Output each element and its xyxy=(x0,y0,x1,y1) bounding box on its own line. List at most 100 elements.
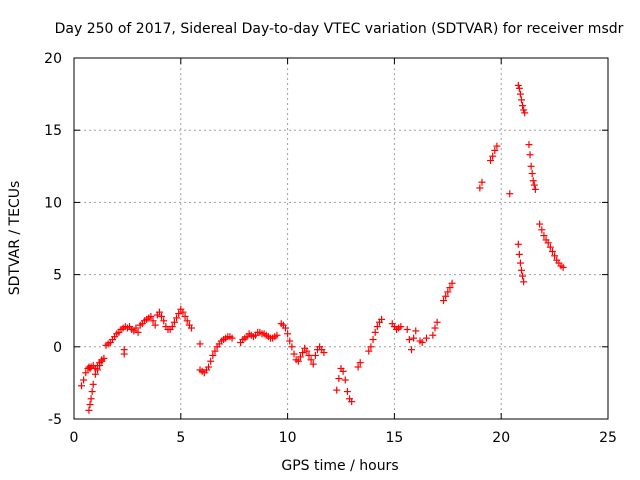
y-tick-label: 0 xyxy=(53,340,62,356)
data-point xyxy=(335,375,343,383)
data-point xyxy=(491,146,499,154)
y-axis-label: SDTVAR / TECUs xyxy=(7,181,23,296)
data-point xyxy=(422,334,430,342)
data-point xyxy=(371,328,379,336)
data-point xyxy=(196,340,204,348)
data-point xyxy=(120,350,128,358)
x-tick-label: 5 xyxy=(176,430,185,446)
data-point xyxy=(373,323,381,331)
data-point xyxy=(80,376,88,384)
data-point xyxy=(209,351,217,359)
data-point xyxy=(281,324,289,332)
y-tick-label: 20 xyxy=(44,51,62,67)
data-point xyxy=(305,351,313,359)
x-tick-label: 20 xyxy=(492,430,510,446)
grid xyxy=(74,58,608,419)
y-tick-label: 10 xyxy=(44,195,62,211)
data-point xyxy=(86,401,94,409)
data-point xyxy=(412,327,420,335)
data-point xyxy=(87,395,95,403)
data-point xyxy=(356,359,364,367)
data-point xyxy=(158,312,166,320)
data-point xyxy=(528,170,536,178)
chart-title: Day 250 of 2017, Sidereal Day-to-day VTE… xyxy=(55,21,624,37)
data-point xyxy=(531,185,539,193)
data-point xyxy=(444,288,452,296)
data-point xyxy=(77,382,85,390)
data-point xyxy=(515,250,523,258)
y-tick-label: -5 xyxy=(48,412,62,428)
data-point xyxy=(527,162,535,170)
data-point xyxy=(348,398,356,406)
data-point xyxy=(183,317,191,325)
data-point xyxy=(540,232,548,240)
data-point xyxy=(407,346,415,354)
data-point xyxy=(493,142,501,150)
data-point xyxy=(207,357,215,365)
data-point xyxy=(367,343,375,351)
axis-ticks: 0 5 10 15 20 25 -5 0 5 10 15 20 xyxy=(44,51,617,446)
data-point xyxy=(85,406,93,414)
data-point xyxy=(173,314,181,322)
y-tick-label: 15 xyxy=(44,123,62,139)
data-point xyxy=(529,177,537,185)
data-point xyxy=(536,220,544,228)
data-point xyxy=(405,336,413,344)
data-point xyxy=(170,318,178,326)
x-tick-label: 0 xyxy=(70,430,79,446)
data-point xyxy=(440,297,448,305)
data-point xyxy=(448,279,456,287)
data-point xyxy=(506,190,514,198)
data-point xyxy=(519,272,527,280)
data-point xyxy=(546,243,554,251)
data-point xyxy=(299,349,307,357)
data-point xyxy=(519,102,527,110)
data-point xyxy=(82,369,90,377)
data-point xyxy=(187,324,195,332)
data-point xyxy=(354,363,362,371)
data-point xyxy=(517,96,525,104)
data-point xyxy=(410,334,418,342)
data-point xyxy=(521,109,529,117)
data-point xyxy=(403,325,411,333)
data-point xyxy=(160,317,168,325)
data-point xyxy=(516,259,524,267)
data-point xyxy=(341,376,349,384)
data-point xyxy=(132,324,140,332)
data-point xyxy=(273,331,281,339)
data-point xyxy=(418,338,426,346)
data-point xyxy=(514,240,522,248)
data-point xyxy=(284,330,292,338)
data-point xyxy=(211,347,219,355)
x-tick-label: 10 xyxy=(279,430,297,446)
data-point xyxy=(288,343,296,351)
data-points xyxy=(77,81,567,414)
data-point xyxy=(433,318,441,326)
data-point xyxy=(517,266,525,274)
y-tick-label: 5 xyxy=(53,268,62,284)
data-point xyxy=(181,312,189,320)
data-point xyxy=(307,356,315,364)
data-point xyxy=(544,239,552,247)
data-point xyxy=(296,353,304,361)
data-point xyxy=(339,367,347,375)
data-point xyxy=(548,247,556,255)
data-point xyxy=(429,331,437,339)
data-point xyxy=(487,157,495,165)
data-point xyxy=(309,360,317,368)
data-point xyxy=(478,178,486,186)
data-point xyxy=(515,84,523,92)
data-point xyxy=(525,141,533,149)
data-point xyxy=(149,317,157,325)
data-point xyxy=(369,336,377,344)
data-point xyxy=(526,151,534,159)
data-point xyxy=(228,334,236,342)
data-point xyxy=(89,380,97,388)
data-point xyxy=(294,357,302,365)
data-point xyxy=(489,152,497,160)
x-axis-label: GPS time / hours xyxy=(281,458,398,474)
data-point xyxy=(88,388,96,396)
data-point xyxy=(155,308,163,316)
data-point xyxy=(168,323,176,331)
